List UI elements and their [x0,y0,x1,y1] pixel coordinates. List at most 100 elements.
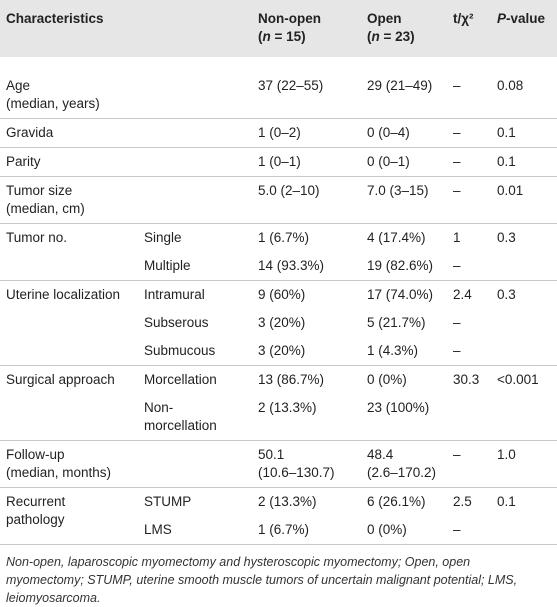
cell-line: LMS [144,522,172,537]
cell-line: morcellation [144,418,217,433]
text: -value [506,11,546,26]
empty-cell [491,252,557,281]
cell-line: 14 (93.3%) [258,258,325,273]
cell-line: 50.1 [258,447,285,462]
value-cell: 0 (0%) [361,365,447,394]
text: = 15) [270,29,306,44]
cell-line: Uterine localization [6,287,121,302]
sub-label [138,440,252,488]
value-cell: 29 (21–49) [361,57,447,119]
group-label: Uterine localization [0,280,138,366]
table-row: Surgical approach Morcellation 13 (86.7%) 0… [0,365,557,441]
sub-label [138,176,252,224]
table-row: Multiple 14 (93.3%) 19 (82.6%) – [0,252,557,281]
cell-line: 1 (0–1) [258,154,301,169]
group-label: Tumor size (median, cm) [0,176,138,224]
cell-line: 23 (100%) [367,400,430,415]
value-cell: 2 (13.3%) [252,487,361,516]
value-cell: – [453,78,461,93]
value-cell: 0.1 [491,487,557,516]
value-cell: 23 (100%) [361,394,447,441]
cell-line: Age [6,78,31,93]
group-label: Recurrent pathology [0,487,138,545]
value-cell: 0.3 [491,223,557,252]
group-label: Gravida [0,118,138,148]
cell-line: 3 (20%) [258,343,306,358]
cell-line: 17 (74.0%) [367,287,434,302]
value-cell: 48.4 (2.6–170.2) [361,440,447,488]
value-cell: 2.4 [447,280,491,309]
table-row: Tumor no. Single 1 (6.7%) 4 (17.4%) 1 0.3 [0,223,557,281]
empty-cell [491,516,557,545]
value-cell: 1 (6.7%) [252,516,361,545]
cell-line: (10.6–130.7) [258,465,335,480]
cell-line: 2 (13.3%) [258,494,317,509]
group-label: Surgical approach [0,365,138,441]
table-row: Gravida 1 (0–2) 0 (0–4) –0.1 [0,118,557,148]
header-cell: Open (n = 23) [361,0,447,57]
value-cell: 0.3 [491,280,557,309]
table-row: LMS 1 (6.7%) 0 (0%) – [0,516,557,545]
cell-line: pathology [6,512,65,527]
value-cell: – [453,258,461,273]
value-cell: 3 (20%) [252,337,361,366]
value-cell: 0.01 [491,176,557,224]
value-cell: 0.1 [491,147,557,177]
sub-label: STUMP [138,487,252,516]
cell-line: 9 (60%) [258,287,306,302]
sub-label [138,147,252,177]
value-cell: – [453,343,461,358]
cell-line: 6 (26.1%) [367,494,426,509]
text: n [371,29,380,44]
sub-label: Subserous [138,309,252,337]
cell-line: Single [144,230,182,245]
group-label: Parity [0,147,138,177]
value-cell: 0.1 [491,118,557,148]
value-cell: – [447,147,491,177]
cell-line: Recurrent [6,494,66,509]
sub-label [138,118,252,148]
header-cell: Non-open (n = 15) [252,0,361,57]
header-n: (n = 15) [258,28,355,46]
value-cell: 19 (82.6%) [361,252,447,281]
value-cell: 5.0 (2–10) [252,176,361,224]
text: ( [367,29,372,44]
cell-line: Tumor size [6,183,73,198]
sub-label [138,57,252,119]
table-body: Age (median, years) 37 (22–55) 29 (21–49) –0… [0,57,557,545]
empty-cell [491,337,557,366]
header-text: Non-open [258,11,321,26]
cell-line: Non- [144,400,174,415]
value-cell: 30.3 [447,365,491,394]
value-cell: – [447,440,491,488]
cell-line: Gravida [6,125,54,140]
value-cell: 0.08 [497,78,524,93]
cell-line: 7.0 (3–15) [367,183,429,198]
value-cell: 9 (60%) [252,280,361,309]
value-cell: 50.1 (10.6–130.7) [252,440,361,488]
value-cell: 1 (6.7%) [252,223,361,252]
value-cell: 13 (86.7%) [252,365,361,394]
cell-line: 5 (21.7%) [367,315,426,330]
empty-cell [447,394,491,441]
value-cell: 6 (26.1%) [361,487,447,516]
cell-line: 1 (6.7%) [258,230,310,245]
value-cell: – [447,176,491,224]
table-row: Tumor size (median, cm) 5.0 (2–10) 7.0 (3–1… [0,176,557,224]
value-cell: – [453,315,461,330]
group-label: Age (median, years) [0,57,138,119]
cell-line: Tumor no. [6,230,68,245]
table-row: Non-morcellation 2 (13.3%) 23 (100%) [0,394,557,441]
table-row: Follow-up (median, months) 50.1 (10.6–130.7… [0,440,557,488]
cell-line: Surgical approach [6,372,115,387]
value-cell: 7.0 (3–15) [361,176,447,224]
cell-line: Multiple [144,258,191,273]
empty-cell [491,394,557,441]
value-cell: 14 (93.3%) [252,252,361,281]
table-row: Submucous 3 (20%) 1 (4.3%) – [0,337,557,366]
value-cell: 1 [447,223,491,252]
cell-line: (2.6–170.2) [367,465,437,480]
table-row: Uterine localization Intramural 9 (60%) 17 … [0,280,557,366]
group-label: Follow-up (median, months) [0,440,138,488]
